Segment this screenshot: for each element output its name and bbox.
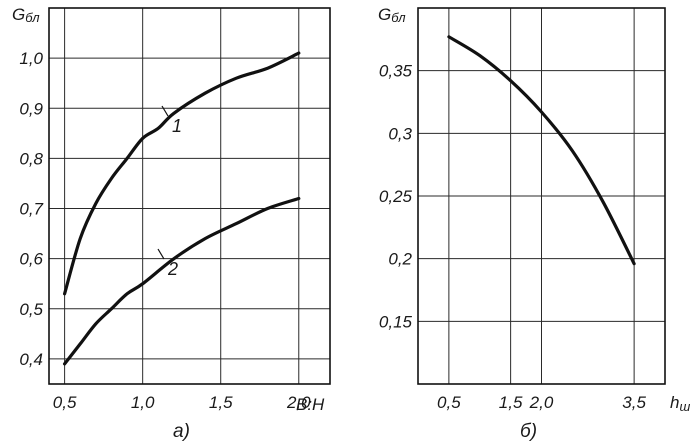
chart-a-frame: [48, 7, 331, 385]
chart-a-y-tick-label: 1,0: [19, 49, 43, 68]
chart-panel-a: 12 0,40,50,60,70,80,91,0 0,5 1,0 1,5 2,0 Gб…: [12, 5, 331, 441]
chart-a-y-tick-label: 0,4: [19, 350, 43, 369]
chart-a-y-tick-labels: 0,4 0,5 0,6 0,7 0,8 0,9 1,0: [19, 49, 43, 369]
chart-b-x-tick-label: 3,5: [622, 393, 646, 412]
chart-b-y-tick-label: 0,15: [379, 312, 413, 331]
chart-a-x-tick-labels: 0,5 1,0 1,5 2,0: [53, 393, 311, 412]
chart-panel-b: 0,15 0,2 0,25 0,3 0,35 0,5 1,5 2,0 3,5 Gбл hш б…: [378, 5, 690, 441]
chart-a-series-label: 2: [167, 259, 178, 279]
chart-b-x-axis-title: hш: [670, 393, 690, 414]
chart-b-series-group: [447, 35, 636, 266]
chart-a-series-line-2: [62, 196, 301, 366]
chart-a-caption: а): [173, 421, 190, 441]
chart-a-y-tick-label: 0,5: [19, 300, 43, 319]
chart-b-x-tick-labels: 0,5 1,5 2,0 3,5: [437, 393, 646, 412]
chart-b-frame: [417, 7, 666, 385]
chart-a-y-tick-label: 0,6: [19, 250, 43, 269]
chart-a-x-tick-label: 0,5: [53, 393, 77, 412]
chart-b-y-axis-title: Gбл: [378, 5, 406, 25]
chart-b-y-tick-label: 0,35: [379, 62, 413, 81]
chart-a-series-leader: [157, 248, 165, 260]
chart-b-y-tick-label: 0,25: [379, 187, 413, 206]
chart-a-x-tick-label: 1,0: [131, 393, 155, 412]
chart-a-y-tick-label: 0,9: [19, 99, 43, 118]
chart-a-x-axis-title: В:Н: [296, 395, 325, 414]
chart-a-series-leader: [161, 105, 169, 117]
chart-b-grid: [418, 8, 665, 384]
chart-b-caption: б): [520, 421, 537, 441]
chart-b-series-line-1: [447, 35, 636, 266]
chart-b-y-tick-label: 0,3: [388, 124, 412, 143]
chart-a-y-axis-title: Gбл: [12, 5, 40, 25]
chart-b-x-tick-label: 1,5: [499, 393, 523, 412]
chart-a-grid: [49, 8, 330, 384]
chart-b-y-tick-labels: 0,15 0,2 0,25 0,3 0,35: [379, 62, 413, 332]
chart-a-series-label: 1: [172, 116, 182, 136]
chart-b-y-tick-label: 0,2: [388, 250, 412, 269]
chart-b-x-tick-label: 2,0: [529, 393, 554, 412]
chart-a-x-tick-label: 1,5: [209, 393, 233, 412]
chart-a-series-line-1: [62, 51, 301, 296]
chart-a-y-tick-label: 0,7: [19, 200, 43, 219]
chart-a-x-tick-label: 2,0: [286, 393, 311, 412]
chart-a-series-group: 12: [62, 51, 301, 366]
chart-a-y-tick-label: 0,8: [19, 149, 43, 168]
chart-b-x-tick-label: 0,5: [437, 393, 461, 412]
